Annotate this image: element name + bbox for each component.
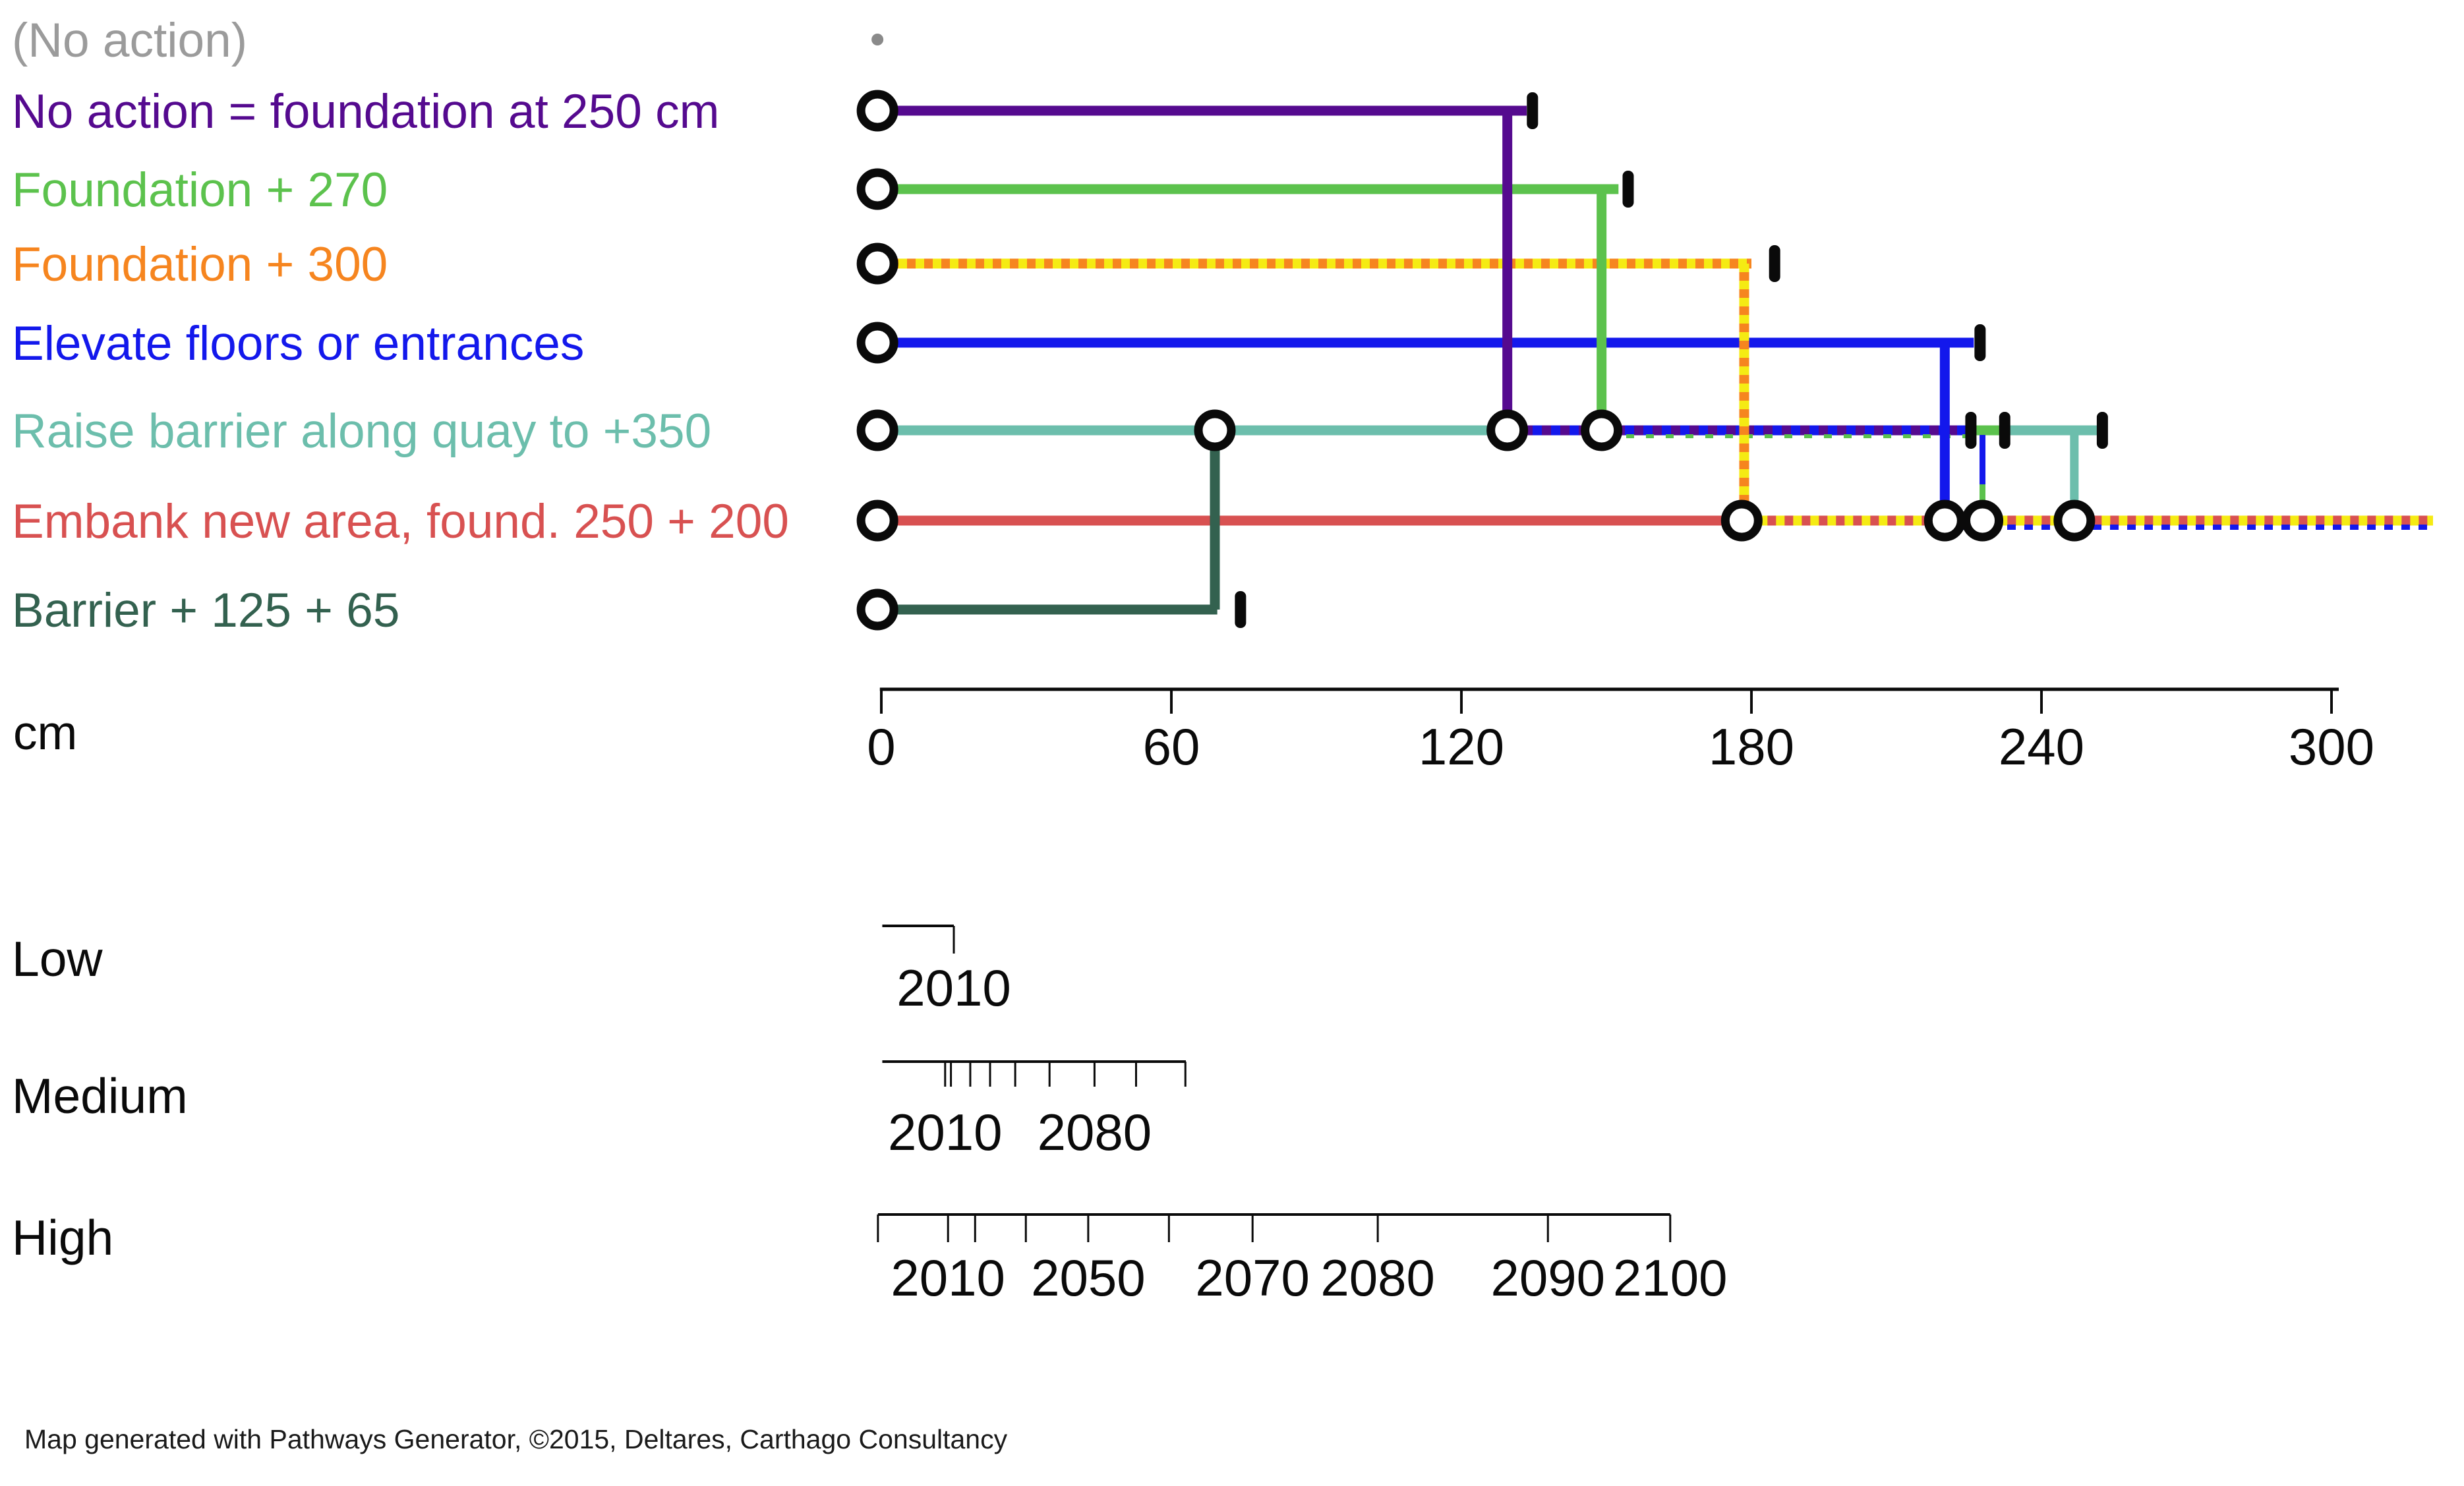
decision-node <box>856 588 898 631</box>
scenario-year-label: 2010 <box>891 1249 1005 1307</box>
x-axis-tick-label: 300 <box>2289 718 2374 776</box>
decision-node <box>856 90 898 132</box>
terminator-bar <box>1622 171 1634 208</box>
action-label-no_action: No action = foundation at 250 cm <box>12 85 719 138</box>
x-axis-unit-label: cm <box>13 706 77 760</box>
terminator-bar <box>1965 412 1977 449</box>
scenario-label-high: High <box>12 1210 113 1265</box>
scenario-year-label: 2080 <box>1320 1249 1435 1307</box>
terminator-bar <box>1974 324 1986 361</box>
x-axis-tick-label: 240 <box>1999 718 2084 776</box>
decision-node <box>856 500 898 542</box>
scenario-year-label: 2100 <box>1613 1249 1728 1307</box>
terminator-bar <box>1769 245 1780 282</box>
x-axis-tick-label: 60 <box>1143 718 1200 776</box>
scenario-year-label: 2090 <box>1490 1249 1605 1307</box>
terminator-bar <box>1235 591 1247 628</box>
decision-node <box>856 322 898 364</box>
terminator-bar <box>1999 412 2010 449</box>
scenario-year-label: 2070 <box>1195 1249 1310 1307</box>
x-axis-tick-label: 120 <box>1419 718 1504 776</box>
action-label-raise: Raise barrier along quay to +350 <box>12 405 711 458</box>
decision-node <box>856 409 898 451</box>
action-label-f270: Foundation + 270 <box>12 163 388 217</box>
decision-node <box>1720 500 1763 542</box>
decision-node <box>1923 500 1966 542</box>
decision-node <box>1194 409 1236 451</box>
x-axis-tick-label: 0 <box>867 718 895 776</box>
decision-node <box>2053 500 2096 542</box>
action-label-f300: Foundation + 300 <box>12 238 388 291</box>
action-label-barrier: Barrier + 125 + 65 <box>12 584 399 637</box>
decision-node <box>1486 409 1529 451</box>
action-label-elevate: Elevate floors or entrances <box>12 317 584 370</box>
scenario-year-label: 2010 <box>896 959 1011 1017</box>
action-label-current: (No action) <box>12 14 247 67</box>
x-axis-tick-label: 180 <box>1709 718 1794 776</box>
current-situation-dot <box>871 34 884 45</box>
terminator-bar <box>2096 412 2108 449</box>
decision-node <box>1962 500 2004 542</box>
terminator-bar <box>1527 92 1539 129</box>
decision-node <box>856 243 898 285</box>
scenario-year-label: 2080 <box>1038 1103 1152 1161</box>
scenario-label-low: Low <box>12 931 103 986</box>
decision-node <box>856 168 898 210</box>
scenario-year-label: 2010 <box>888 1103 1003 1161</box>
scenario-label-medium: Medium <box>12 1068 188 1124</box>
decision-node <box>1581 409 1623 451</box>
scenario-year-label: 2050 <box>1031 1249 1146 1307</box>
footer-credit: Map generated with Pathways Generator, ©… <box>24 1424 1008 1454</box>
action-label-embank: Embank new area, found. 250 + 200 <box>12 495 789 548</box>
